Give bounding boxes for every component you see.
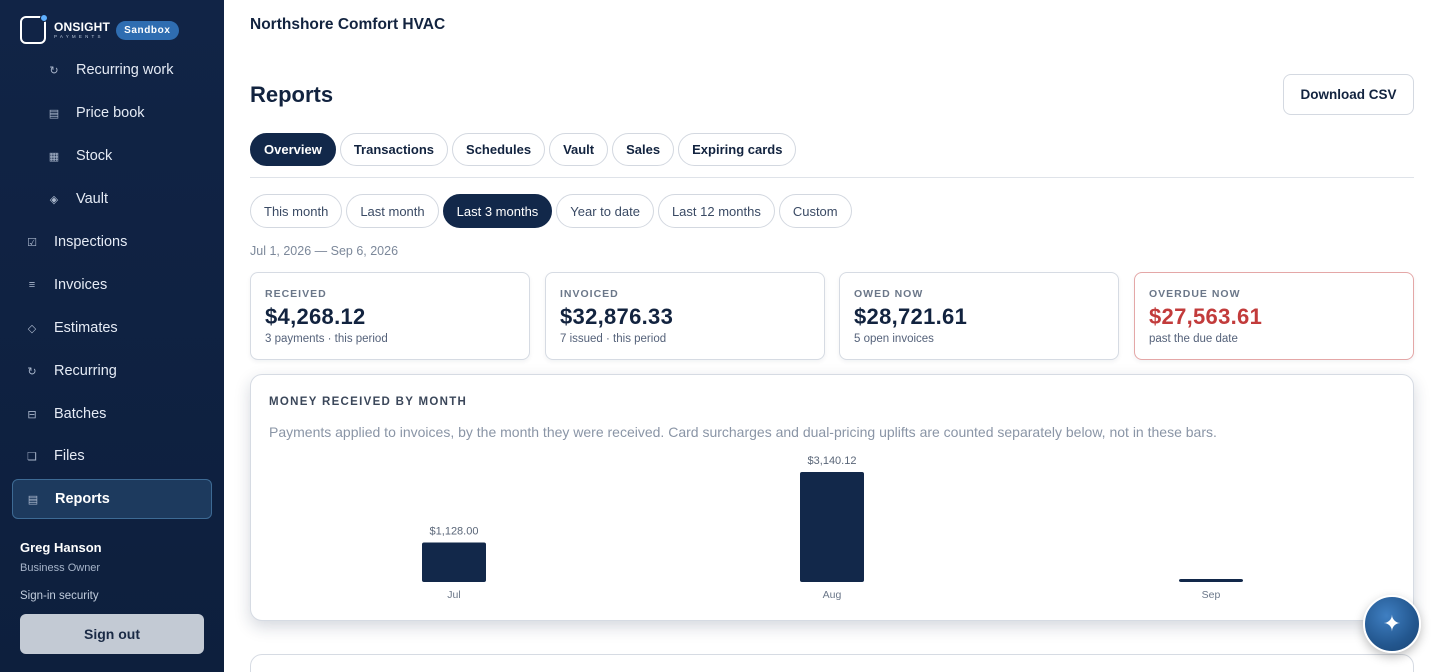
- sidebar: ONSIGHT PAYMENTS Sandbox ↻ Recurring work…: [0, 0, 224, 672]
- sidebar-item-label: Files: [54, 448, 85, 464]
- stat-card-owed-now: OWED NOW $28,721.61 5 open invoices: [839, 272, 1119, 360]
- checkbox-icon: ☑: [27, 236, 37, 249]
- user-name: Greg Hanson: [20, 540, 102, 555]
- stat-note: 3 payments · this period: [265, 333, 388, 345]
- bar-aug: [800, 472, 864, 582]
- range-last-3-months[interactable]: Last 3 months: [442, 194, 553, 228]
- sidebar-item-label: Stock: [76, 148, 113, 164]
- sidebar-item-label: Inspections: [54, 234, 128, 250]
- sidebar-item-label: Invoices: [54, 277, 108, 293]
- bar-value-label: $3,140.12: [808, 455, 857, 467]
- brand-name: ONSIGHT: [54, 19, 111, 34]
- sidebar-item-label: Batches: [54, 406, 107, 422]
- sidebar-item-vault[interactable]: ◈ Vault: [12, 179, 212, 219]
- tab-overview[interactable]: Overview: [250, 133, 336, 166]
- sparkle-icon: ✦: [1382, 611, 1402, 636]
- grid-icon: ▦: [48, 150, 60, 163]
- sidebar-item-label: Vault: [76, 191, 108, 207]
- bar-sep: [1179, 579, 1243, 582]
- sidebar-item-price-book[interactable]: ▤ Price book: [12, 93, 212, 133]
- tab-vault[interactable]: Vault: [549, 133, 609, 166]
- batch-icon: ⊟: [27, 408, 37, 421]
- logo-icon: [20, 14, 48, 44]
- stat-label: RECEIVED: [265, 288, 327, 300]
- sidebar-item-label: Price book: [76, 105, 145, 121]
- stat-value: $28,721.61: [854, 304, 968, 329]
- sidebar-item-estimates[interactable]: ◇ Estimates: [12, 308, 212, 348]
- file-icon: ❏: [27, 450, 37, 463]
- user-role: Business Owner: [20, 562, 101, 574]
- stat-card-received: RECEIVED $4,268.12 3 payments · this per…: [250, 272, 530, 360]
- sidebar-item-label: Recurring: [54, 363, 117, 379]
- sidebar-item-stock[interactable]: ▦ Stock: [12, 136, 212, 176]
- book-icon: ▤: [48, 107, 60, 120]
- range-last-12-months[interactable]: Last 12 months: [657, 194, 775, 228]
- range-custom[interactable]: Custom: [778, 194, 852, 228]
- range-last-month[interactable]: Last month: [346, 194, 439, 228]
- stat-note: 5 open invoices: [854, 333, 934, 345]
- category-label: Jul: [447, 589, 460, 601]
- stat-card-overdue-now: OVERDUE NOW $27,563.61 past the due date: [1134, 272, 1414, 360]
- diamond-icon: ◈: [49, 193, 59, 206]
- stat-value: $4,268.12: [265, 304, 366, 329]
- page-title: Reports: [250, 82, 334, 107]
- bar-value-label: $1,128.00: [430, 525, 479, 537]
- tab-transactions[interactable]: Transactions: [339, 133, 449, 166]
- date-range-selector: This month Last month Last 3 months Year to…: [250, 194, 852, 228]
- tabs-divider: [250, 177, 1414, 178]
- sidebar-item-batches[interactable]: ⊟ Batches: [12, 394, 212, 434]
- refresh-icon: ↻: [49, 64, 59, 77]
- brand-subtitle: PAYMENTS: [54, 33, 104, 39]
- money-received-chart-card: MONEY RECEIVED BY MONTH Payments applied…: [250, 374, 1414, 621]
- stat-label: INVOICED: [560, 288, 619, 300]
- sidebar-item-reports[interactable]: ▤ Reports: [12, 479, 212, 519]
- report-tabs: Overview Transactions Schedules Vault Sales E…: [250, 133, 797, 166]
- sidebar-item-label: Estimates: [54, 320, 118, 336]
- stat-label: OWED NOW: [854, 288, 924, 300]
- next-section-card: [250, 654, 1414, 672]
- diamond-outline-icon: ◇: [27, 322, 37, 335]
- range-this-month[interactable]: This month: [250, 194, 343, 228]
- brand-logo[interactable]: ONSIGHT PAYMENTS Sandbox: [20, 14, 179, 44]
- tab-schedules[interactable]: Schedules: [452, 133, 546, 166]
- stat-card-invoiced: INVOICED $32,876.33 7 issued · this peri…: [545, 272, 825, 360]
- date-range-text: Jul 1, 2026 — Sep 6, 2026: [250, 244, 399, 258]
- sign-out-button[interactable]: Sign out: [20, 614, 204, 654]
- sidebar-item-inspections[interactable]: ☑ Inspections: [12, 222, 212, 262]
- list-icon: ≡: [28, 279, 36, 291]
- org-name: Northshore Comfort HVAC: [250, 16, 446, 33]
- sidebar-item-recurring[interactable]: ↻ Recurring: [12, 351, 212, 391]
- sidebar-item-recurring-work[interactable]: ↻ Recurring work: [12, 50, 212, 90]
- download-csv-button[interactable]: Download CSV: [1283, 74, 1414, 115]
- sidebar-item-label: Reports: [55, 491, 110, 507]
- range-year-to-date[interactable]: Year to date: [556, 194, 654, 228]
- stat-value: $32,876.33: [560, 304, 674, 329]
- chart-description: Payments applied to invoices, by the mon…: [269, 424, 1217, 440]
- category-label: Sep: [1202, 589, 1221, 601]
- sidebar-item-label: Recurring work: [76, 62, 174, 78]
- report-icon: ▤: [27, 493, 39, 506]
- chart-title: MONEY RECEIVED BY MONTH: [269, 396, 468, 408]
- sign-in-security-link[interactable]: Sign-in security: [20, 590, 99, 602]
- sidebar-item-invoices[interactable]: ≡ Invoices: [12, 265, 212, 305]
- bar-jul: [422, 542, 486, 582]
- stat-label: OVERDUE NOW: [1149, 288, 1241, 300]
- assistant-sparkle-button[interactable]: ✦: [1363, 595, 1421, 653]
- tab-sales[interactable]: Sales: [612, 133, 675, 166]
- stat-note: 7 issued · this period: [560, 333, 667, 345]
- sidebar-item-files[interactable]: ❏ Files: [12, 436, 212, 476]
- refresh-icon: ↻: [27, 365, 37, 378]
- stat-note: past the due date: [1149, 333, 1238, 345]
- tab-expiring-cards[interactable]: Expiring cards: [678, 133, 797, 166]
- stat-value: $27,563.61: [1149, 304, 1263, 329]
- sandbox-badge: Sandbox: [116, 20, 179, 40]
- category-label: Aug: [823, 589, 842, 601]
- bar-chart: $1,128.00 Jul $3,140.12 Aug Sep: [422, 455, 1243, 601]
